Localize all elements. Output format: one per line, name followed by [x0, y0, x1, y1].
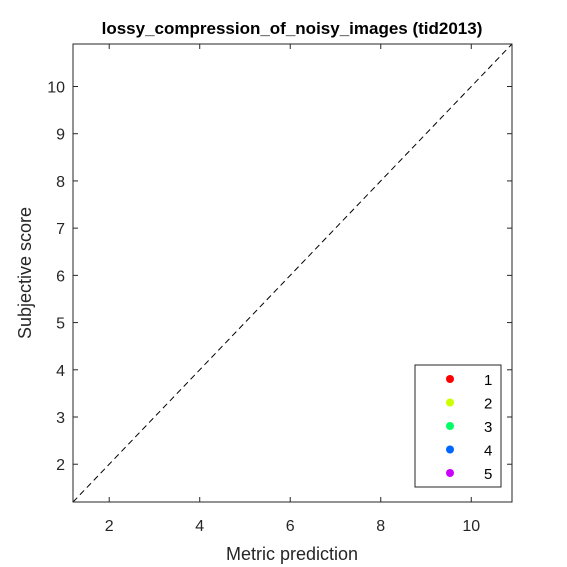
x-tick-label: 4 [195, 518, 204, 535]
y-tick-label: 3 [56, 410, 65, 427]
legend-label-5: 5 [484, 466, 492, 483]
y-tick-label: 10 [47, 79, 65, 96]
legend-label-4: 4 [484, 443, 492, 460]
legend-marker-4 [446, 445, 454, 454]
reference-line-layer [72, 43, 513, 503]
legend-marker-2 [446, 398, 454, 407]
y-tick-label: 7 [56, 221, 65, 238]
legend-marker-3 [446, 422, 454, 430]
legend-label-1: 1 [484, 372, 492, 389]
legend: 1 2 3 4 5 [414, 364, 502, 488]
plot-frame [72, 43, 513, 503]
y-tick-label: 8 [56, 174, 65, 191]
y-tick-label: 5 [56, 316, 65, 333]
legend-label-2: 2 [484, 396, 492, 413]
legend-entries: 1 2 3 4 5 [446, 372, 492, 483]
x-tick-label: 10 [462, 518, 480, 535]
y-tick-label: 6 [56, 268, 65, 285]
legend-marker-5 [446, 469, 454, 477]
y-axis-label: Subjective score [15, 207, 35, 339]
reference-diagonal-line [72, 43, 513, 503]
legend-label-3: 3 [484, 419, 492, 436]
chart-title: lossy_compression_of_noisy_images (tid20… [102, 19, 483, 38]
x-tick-label: 2 [105, 518, 114, 535]
legend-box [414, 364, 502, 488]
x-tick-label: 8 [376, 518, 385, 535]
legend-marker-1 [446, 375, 454, 383]
y-tick-label: 4 [56, 363, 65, 380]
x-tick-label: 6 [286, 518, 295, 535]
y-tick-label: 9 [56, 127, 65, 144]
x-axis-label: Metric prediction [226, 544, 358, 564]
y-tick-label: 2 [56, 457, 65, 474]
ticks-layer: 2 4 6 8 10 2 3 4 5 6 7 8 9 10 [47, 44, 512, 535]
